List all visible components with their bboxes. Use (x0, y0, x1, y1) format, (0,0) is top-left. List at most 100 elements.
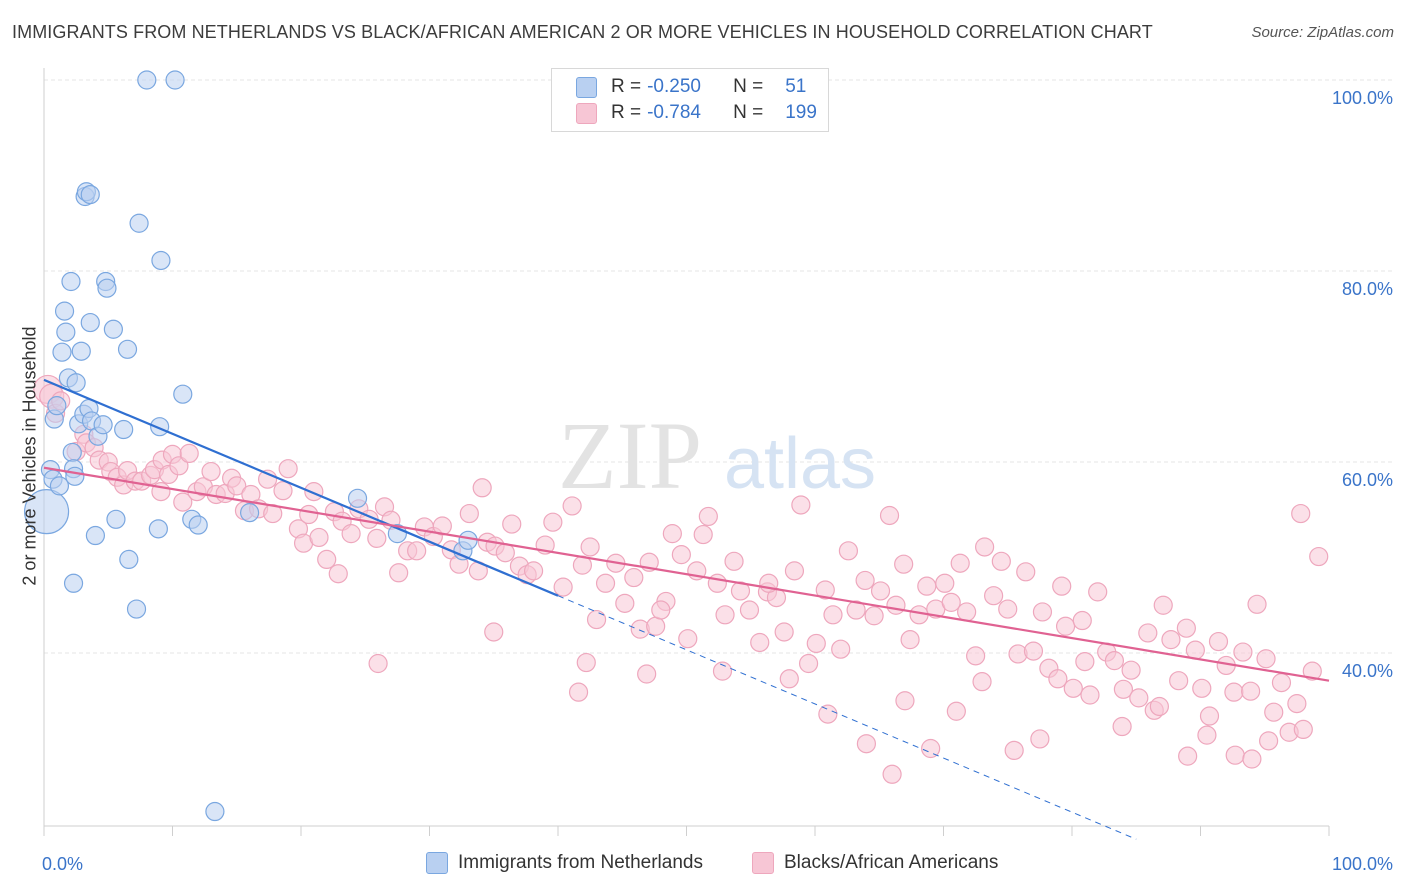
black-african-american-point (1149, 696, 1169, 717)
netherlands-point (347, 488, 368, 508)
black-african-american-point (984, 586, 1004, 606)
netherlands-point (65, 466, 85, 486)
black-african-american-point (309, 527, 329, 548)
netherlands-point (205, 801, 225, 822)
black-african-american-point (299, 504, 319, 525)
black-african-american-point (576, 652, 596, 673)
black-african-american-point (586, 609, 607, 630)
black-african-american-point (870, 581, 891, 601)
black-african-american-point (1287, 694, 1307, 714)
legend-r-value: -0.250 (647, 76, 701, 97)
netherlands-point (23, 489, 70, 535)
black-african-american-point (1080, 685, 1100, 705)
black-african-american-point (791, 495, 811, 515)
netherlands-point (103, 319, 123, 339)
black-african-american-point (972, 672, 992, 692)
netherlands-point (137, 70, 157, 90)
black-african-american-point (707, 573, 727, 593)
netherlands-point (148, 519, 168, 539)
black-african-american-point (975, 537, 995, 557)
black-african-american-point (1075, 651, 1095, 672)
black-african-american-point (173, 492, 193, 512)
black-african-american-point (1129, 688, 1149, 708)
black-african-american-point (715, 605, 735, 625)
axes (43, 68, 1330, 836)
black-african-american-point (1233, 642, 1253, 662)
black-african-american-point (950, 553, 970, 573)
legend-r-label: R = (611, 102, 642, 123)
black-african-american-point (1169, 671, 1189, 691)
black-african-american-point (637, 664, 657, 684)
netherlands-point (240, 503, 260, 523)
bottom-legend-black: Blacks/African Americans (752, 852, 998, 874)
black-african-american-point (774, 622, 794, 642)
black-african-american-point (991, 551, 1011, 571)
netherlands-point (106, 509, 126, 529)
black-african-american-point (935, 573, 955, 593)
y-tick-label: 60.0% (1342, 470, 1393, 490)
black-african-american-point (472, 478, 492, 498)
black-african-american-point (739, 600, 760, 620)
black-african-american-point (966, 646, 986, 666)
x-tick-label-min: 0.0% (42, 854, 83, 874)
black-african-american-point (341, 524, 361, 544)
black-african-american-point (1032, 602, 1053, 622)
black-african-american-point (856, 734, 877, 754)
black-african-american-point (1161, 630, 1181, 650)
black-african-american-point (671, 545, 691, 565)
black-african-american-point (1153, 595, 1173, 615)
black-african-american-point (1063, 678, 1083, 698)
legend-n-value: 51 (785, 76, 807, 97)
black-african-american-point (1271, 673, 1292, 693)
netherlands-point (97, 278, 117, 298)
black-african-american-point (806, 633, 826, 654)
black-african-american-point (368, 653, 388, 674)
trend-line-black-african-american (43, 466, 1330, 682)
black-african-american-point (580, 537, 600, 557)
black-african-american-point (798, 653, 819, 674)
black-african-american-point (698, 506, 718, 527)
legend-r-label: R = (611, 76, 642, 97)
black-african-american-point (502, 514, 522, 534)
source-label: Source: ZipAtlas.com (1251, 24, 1394, 41)
netherlands-point (151, 250, 171, 271)
black-african-american-point (712, 661, 733, 681)
netherlands-point (71, 341, 91, 361)
black-african-american-point (838, 541, 859, 561)
watermark-zip: ZIP (558, 402, 702, 509)
legend-swatch-pink (576, 102, 597, 124)
bottom-legend-swatch-pink (752, 852, 774, 874)
netherlands-point (54, 301, 75, 321)
netherlands-point (117, 339, 138, 359)
black-african-american-point (562, 496, 582, 516)
netherlands-point (63, 573, 84, 593)
legend-row-black: R = -0.784 N = 199 (576, 100, 817, 126)
black-african-american-point (1138, 623, 1158, 643)
grid-lines (44, 79, 1395, 654)
bottom-legend-label-black: Blacks/African Americans (784, 852, 999, 873)
watermark: ZIP atlas (558, 402, 876, 509)
black-african-american-point (1241, 681, 1261, 701)
watermark-atlas: atlas (724, 424, 876, 504)
black-african-american-point (1121, 660, 1141, 680)
black-african-american-point (179, 443, 199, 464)
black-african-american-point (1023, 641, 1044, 661)
black-african-american-point (724, 551, 744, 571)
black-african-american-point (946, 701, 966, 721)
black-african-american-point (1197, 725, 1217, 745)
black-african-american-point (568, 682, 589, 702)
black-african-american-point (1256, 649, 1276, 669)
black-african-american-point (317, 549, 337, 570)
black-african-american-point (1247, 594, 1267, 614)
black-african-american-point (1199, 706, 1220, 726)
legend-row-netherlands: R = -0.250 N = 51 (576, 74, 806, 100)
black-african-american-point (201, 461, 221, 482)
netherlands-point (114, 419, 134, 440)
black-african-american-point (273, 481, 293, 501)
black-african-american-point (1192, 678, 1212, 698)
netherlands-point (173, 384, 193, 404)
black-african-american-point (693, 524, 713, 545)
black-african-american-point (846, 600, 866, 620)
black-african-american-point (957, 602, 977, 622)
correlation-legend: R = -0.250 N = 51 R = -0.784 N = 199 (551, 68, 829, 132)
